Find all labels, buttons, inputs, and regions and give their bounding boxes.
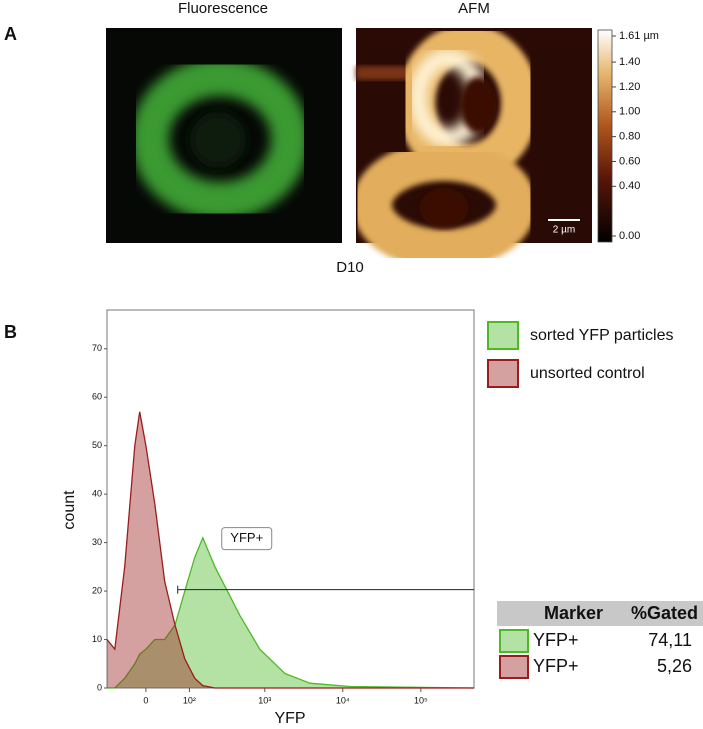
image-title: AFM (458, 0, 490, 17)
table-swatch (499, 655, 529, 679)
gate-label-box (221, 527, 273, 551)
legend-label: unsorted control (530, 365, 645, 382)
afm-image: 2 µm (352, 24, 592, 269)
y-tick-label: 0 (97, 682, 102, 692)
area-fill (107, 537, 474, 688)
y-tick-label: 50 (92, 440, 102, 450)
colorbar-ticks: 1.61 µm 1.40 1.20 1.00 0.80 0.60 0.40 0.00 (612, 30, 659, 242)
y-tick-label: 40 (92, 489, 102, 499)
fluorescence-image (106, 28, 342, 243)
plot: 0 10 20 30 40 50 60 70 0 10² 10³ 10⁴ 10⁵ YFP+ (92, 343, 475, 705)
y-tick-label: 20 (92, 585, 102, 595)
series-line (107, 536, 475, 689)
y-tick-label: 30 (92, 537, 102, 547)
legend-swatch (487, 321, 519, 350)
gate-label: YFP+ (230, 530, 263, 545)
table-cell: 74,11 (648, 630, 692, 650)
panel-label: A (4, 24, 17, 44)
y-tick-label: 70 (92, 343, 102, 353)
y-tick-label: 60 (92, 392, 102, 402)
scale-bar-label: 2 µm (553, 225, 575, 236)
colorbar (597, 29, 613, 243)
colorbar-tick-label: 1.61 µm (619, 30, 659, 42)
x-tick-label: 0 (143, 695, 148, 705)
x-tick-label: 10³ (258, 695, 271, 705)
x-axis-label: YFP (274, 710, 305, 727)
colorbar-tick-label: 0.80 (619, 131, 640, 143)
x-tick-label: 10⁴ (336, 695, 350, 705)
colorbar-tick-label: 1.20 (619, 81, 640, 93)
x-tick-label: 10² (183, 695, 196, 705)
image-title: Fluorescence (178, 0, 268, 17)
area-fill (107, 411, 474, 688)
colorbar-tick-label: 0.00 (619, 230, 640, 242)
colorbar-tick-label: 1.00 (619, 106, 640, 118)
y-axis-label: count (61, 490, 78, 530)
series-line (106, 411, 474, 689)
colorbar-tick-label: 0.60 (619, 155, 640, 167)
gated-table: Marker %Gated YFP+ 74,11 YFP+ 5,26 (497, 601, 703, 679)
table-header: Marker (544, 603, 603, 623)
table-cell: 5,26 (657, 656, 692, 676)
table-cell: YFP+ (533, 656, 579, 676)
table-swatch (499, 629, 529, 653)
colorbar-tick-label: 0.40 (619, 180, 640, 192)
colorbar-tick-label: 1.40 (619, 56, 640, 68)
y-tick-label: 10 (92, 634, 102, 644)
caption: D10 (336, 259, 364, 276)
table-header: %Gated (631, 603, 698, 623)
legend-label: sorted YFP particles (530, 327, 673, 344)
x-tick-label: 10⁵ (414, 695, 428, 705)
legend-swatch (487, 359, 519, 388)
table-cell: YFP+ (533, 630, 579, 650)
panel-label: B (4, 322, 17, 342)
